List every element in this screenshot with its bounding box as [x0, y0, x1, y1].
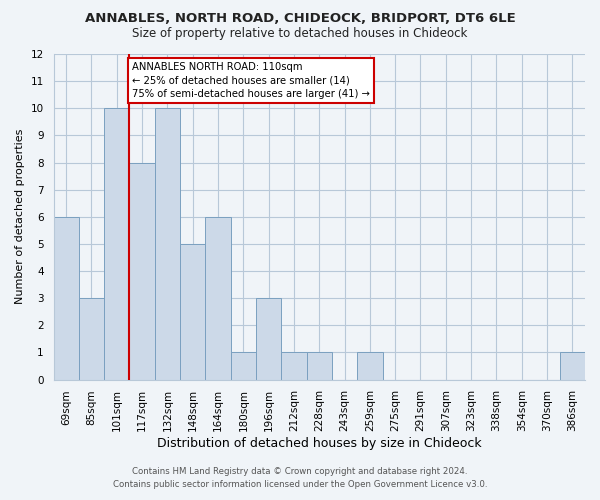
Y-axis label: Number of detached properties: Number of detached properties [15, 129, 25, 304]
Text: Size of property relative to detached houses in Chideock: Size of property relative to detached ho… [133, 28, 467, 40]
Bar [307, 352, 332, 380]
Bar [155, 108, 180, 380]
Bar [560, 352, 585, 380]
Bar [104, 108, 130, 380]
Text: Contains HM Land Registry data © Crown copyright and database right 2024.
Contai: Contains HM Land Registry data © Crown c… [113, 468, 487, 489]
Bar [53, 217, 79, 380]
Bar [205, 217, 230, 380]
Bar [180, 244, 205, 380]
Bar [256, 298, 281, 380]
Bar [230, 352, 256, 380]
Bar [281, 352, 307, 380]
Bar [130, 162, 155, 380]
Bar [357, 352, 383, 380]
X-axis label: Distribution of detached houses by size in Chideock: Distribution of detached houses by size … [157, 437, 482, 450]
Text: ANNABLES, NORTH ROAD, CHIDEOCK, BRIDPORT, DT6 6LE: ANNABLES, NORTH ROAD, CHIDEOCK, BRIDPORT… [85, 12, 515, 26]
Bar [79, 298, 104, 380]
Text: ANNABLES NORTH ROAD: 110sqm
← 25% of detached houses are smaller (14)
75% of sem: ANNABLES NORTH ROAD: 110sqm ← 25% of det… [132, 62, 370, 98]
